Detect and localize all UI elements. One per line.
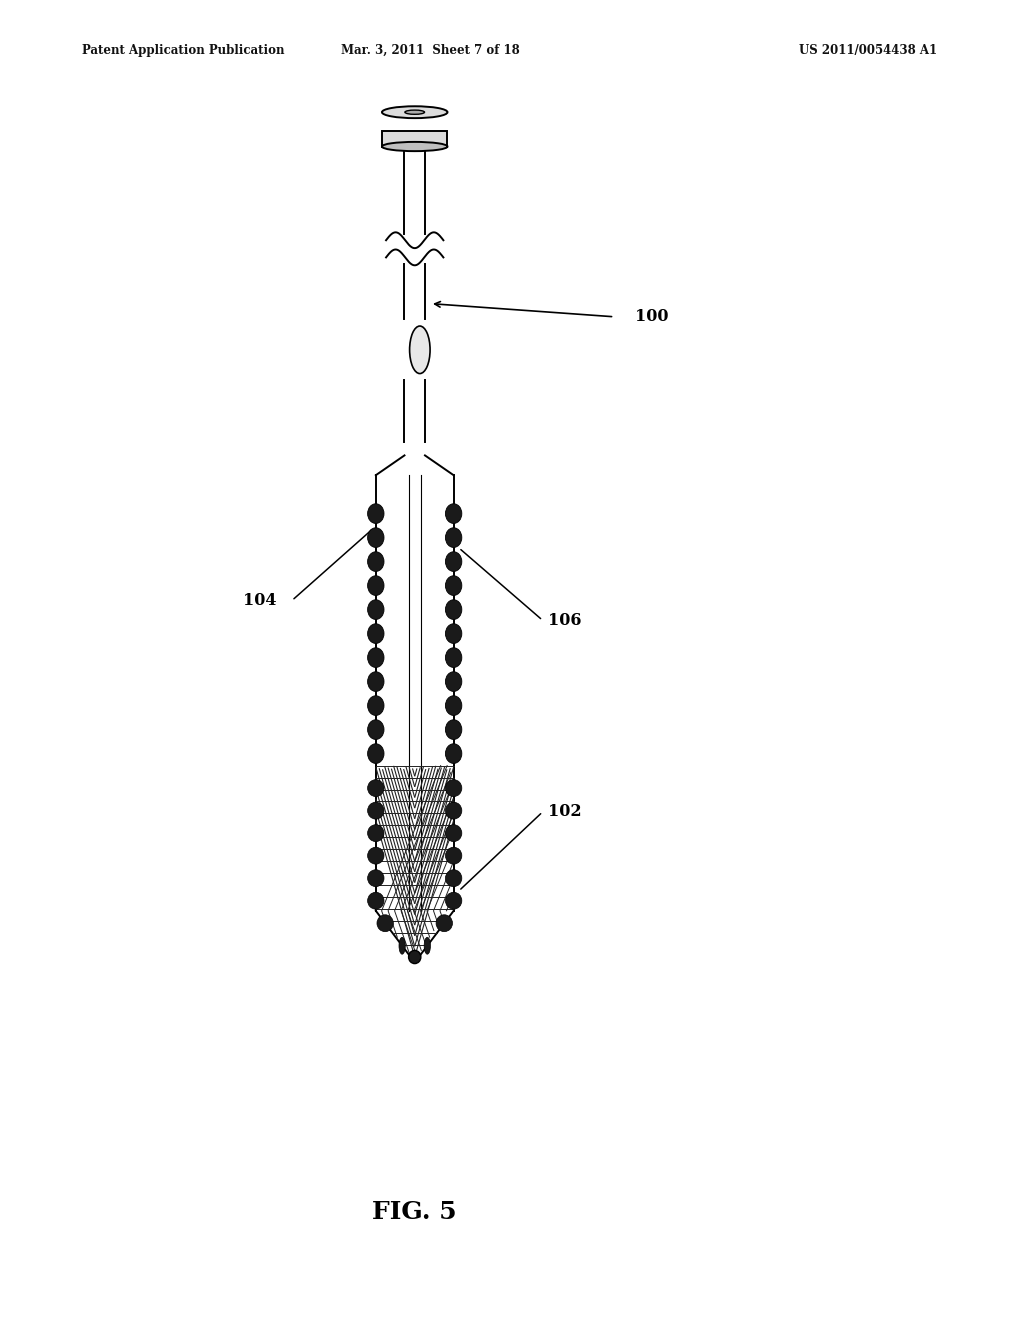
Ellipse shape [377, 915, 393, 932]
Ellipse shape [368, 528, 384, 548]
Ellipse shape [368, 552, 384, 572]
Ellipse shape [445, 576, 462, 595]
Ellipse shape [445, 696, 462, 715]
Ellipse shape [382, 107, 447, 119]
Text: FIG. 5: FIG. 5 [373, 1200, 457, 1224]
Ellipse shape [445, 892, 462, 909]
Ellipse shape [445, 624, 462, 643]
Ellipse shape [445, 847, 462, 865]
Ellipse shape [445, 648, 462, 668]
Text: 104: 104 [243, 593, 276, 609]
Ellipse shape [368, 825, 384, 842]
Ellipse shape [368, 847, 384, 865]
Ellipse shape [368, 892, 384, 909]
Text: 106: 106 [548, 612, 582, 628]
Ellipse shape [445, 552, 462, 572]
Text: US 2011/0054438 A1: US 2011/0054438 A1 [799, 44, 937, 57]
Ellipse shape [368, 599, 384, 619]
Ellipse shape [445, 719, 462, 739]
Ellipse shape [368, 648, 384, 668]
Ellipse shape [445, 870, 462, 887]
Ellipse shape [368, 870, 384, 887]
Text: 102: 102 [548, 804, 582, 820]
Ellipse shape [445, 743, 462, 763]
Text: Mar. 3, 2011  Sheet 7 of 18: Mar. 3, 2011 Sheet 7 of 18 [341, 44, 519, 57]
Ellipse shape [409, 950, 421, 964]
Text: Patent Application Publication: Patent Application Publication [82, 44, 285, 57]
Ellipse shape [368, 743, 384, 763]
Ellipse shape [445, 780, 462, 796]
Ellipse shape [445, 803, 462, 820]
Ellipse shape [368, 576, 384, 595]
Ellipse shape [368, 803, 384, 820]
Ellipse shape [399, 937, 406, 954]
Ellipse shape [404, 110, 425, 115]
Text: 100: 100 [635, 309, 669, 325]
Ellipse shape [445, 504, 462, 524]
Ellipse shape [445, 672, 462, 692]
Ellipse shape [424, 937, 430, 954]
Ellipse shape [410, 326, 430, 374]
Ellipse shape [382, 143, 447, 150]
Ellipse shape [368, 780, 384, 796]
Ellipse shape [368, 624, 384, 643]
Ellipse shape [368, 672, 384, 692]
Ellipse shape [445, 528, 462, 548]
Ellipse shape [368, 719, 384, 739]
Ellipse shape [436, 915, 453, 932]
Ellipse shape [445, 599, 462, 619]
Ellipse shape [445, 825, 462, 842]
FancyBboxPatch shape [382, 131, 447, 147]
Ellipse shape [368, 504, 384, 524]
Ellipse shape [368, 696, 384, 715]
